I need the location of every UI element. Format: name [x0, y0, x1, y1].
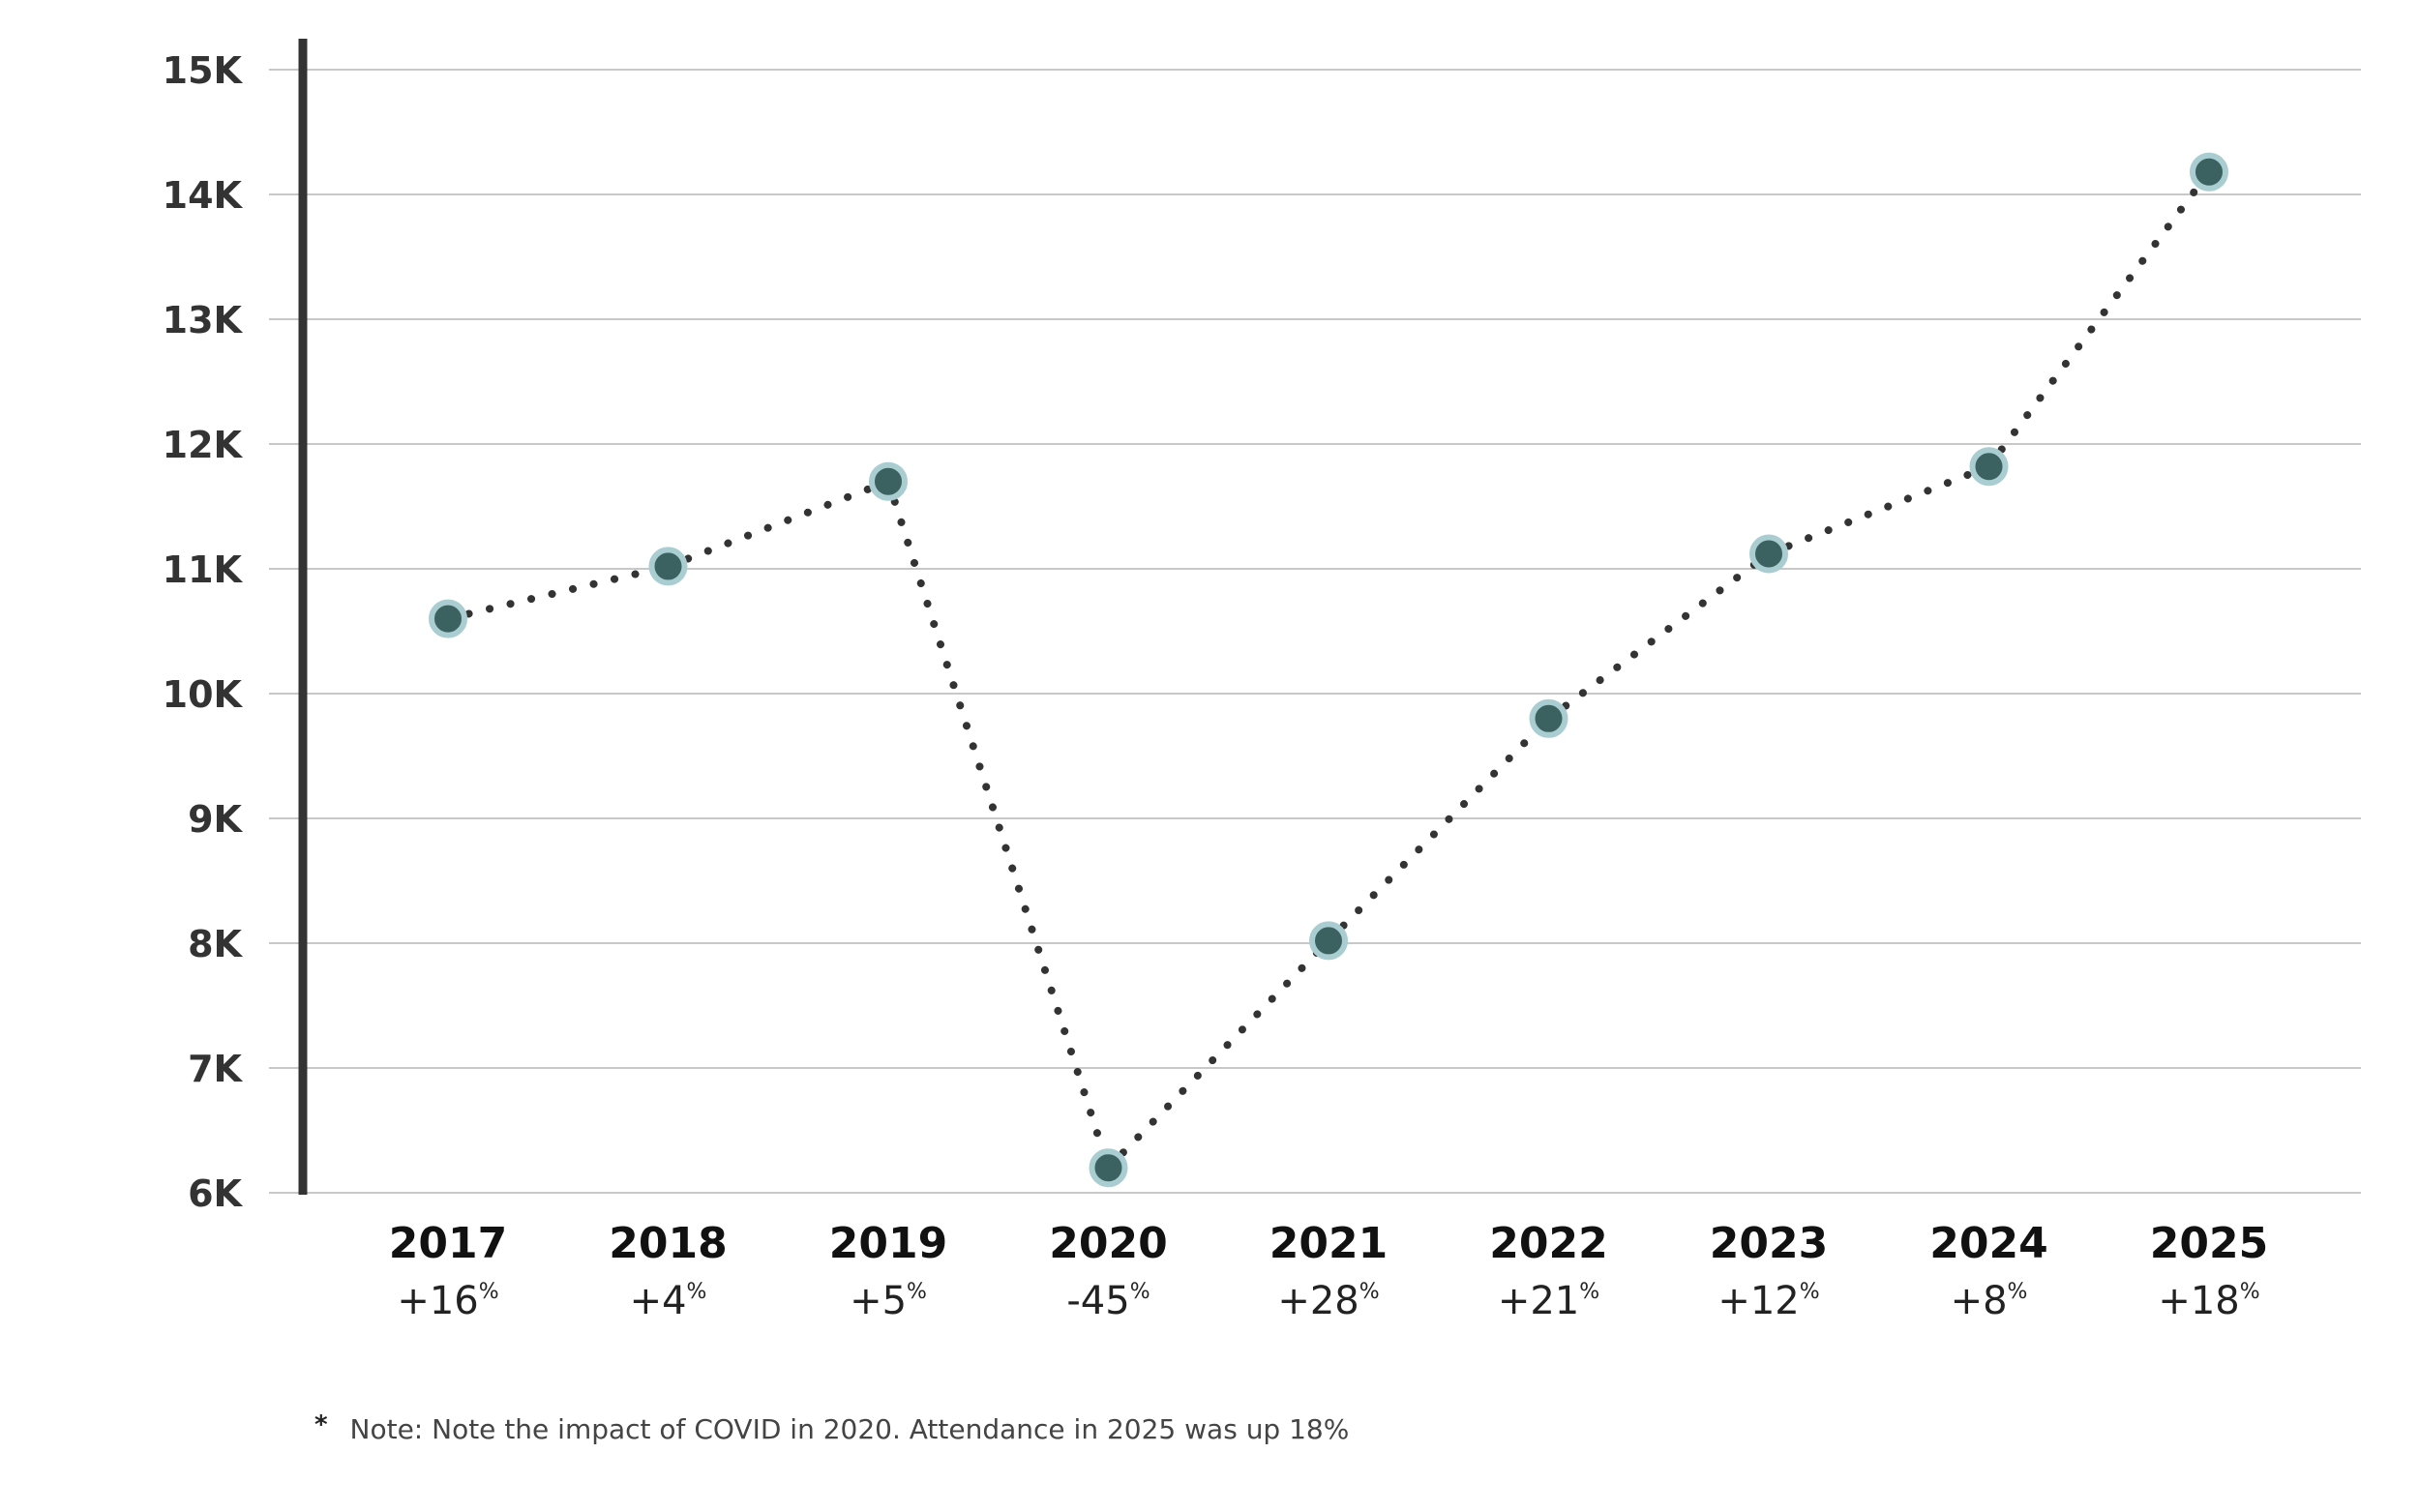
y-tick-label: 13K — [163, 299, 244, 341]
series-segment — [1765, 462, 1993, 558]
data-point — [1089, 1148, 1128, 1188]
x-tick-label: 2023 — [1710, 1219, 1828, 1268]
series-segment — [1985, 167, 2213, 471]
change-label: +12% — [1717, 1279, 1819, 1323]
y-tick-label: 10K — [163, 673, 244, 716]
change-label: +8% — [1951, 1279, 2028, 1323]
y-tick-label: 15K — [163, 49, 244, 92]
data-point — [869, 461, 908, 501]
x-tick-label: 2020 — [1049, 1219, 1167, 1268]
change-label: +4% — [630, 1279, 707, 1323]
x-axis-labels: 2017 +16% 2018 +4% 2019 +5% 2020 -45% 2021 +28% 20… — [389, 1219, 2268, 1323]
series-line — [444, 167, 2213, 1172]
x-tick-label: 2021 — [1269, 1219, 1388, 1268]
y-tick-label: 11K — [163, 548, 244, 591]
x-tick-label: 2024 — [1929, 1219, 2047, 1268]
change-label: +18% — [2158, 1279, 2259, 1323]
y-tick-label: 9K — [188, 798, 243, 841]
grid-lines — [269, 69, 2361, 1194]
x-tick-label: 2025 — [2150, 1219, 2268, 1268]
data-point — [648, 547, 688, 586]
y-tick-label: 8K — [188, 923, 243, 965]
series-segment — [884, 477, 1113, 1172]
y-tick-label: 6K — [188, 1172, 243, 1215]
series-segment — [1544, 549, 1773, 723]
data-point — [1309, 921, 1348, 961]
footnote: * Note: Note the impact of COVID in 2020… — [314, 1410, 1349, 1445]
change-label: +5% — [850, 1279, 927, 1323]
y-axis-ticks: 6K 7K 8K 9K 10K 11K 12K 13K 14K 15K — [163, 49, 244, 1215]
y-tick-label: 12K — [163, 424, 244, 466]
x-tick-label: 2022 — [1489, 1219, 1607, 1268]
series-segment — [444, 562, 672, 623]
series-segment — [664, 477, 892, 571]
data-point — [2190, 152, 2228, 192]
series-segment — [1104, 936, 1332, 1172]
y-tick-label: 14K — [163, 174, 244, 217]
data-point — [1749, 534, 1788, 574]
series-segment — [1325, 714, 1553, 945]
x-tick-label: 2017 — [389, 1219, 507, 1268]
footnote-marker: * — [314, 1410, 328, 1439]
change-label: +21% — [1498, 1279, 1599, 1323]
data-point — [429, 599, 467, 638]
y-tick-label: 7K — [188, 1048, 243, 1090]
data-point — [1969, 447, 2009, 487]
change-label: -45% — [1066, 1279, 1150, 1323]
footnote-text: Note: Note the impact of COVID in 2020. … — [349, 1413, 1350, 1445]
data-points — [429, 152, 2228, 1188]
x-tick-label: 2019 — [829, 1219, 947, 1268]
x-tick-label: 2018 — [609, 1219, 727, 1268]
change-label: +16% — [397, 1279, 498, 1323]
data-point — [1529, 698, 1568, 738]
change-label: +28% — [1277, 1279, 1379, 1323]
